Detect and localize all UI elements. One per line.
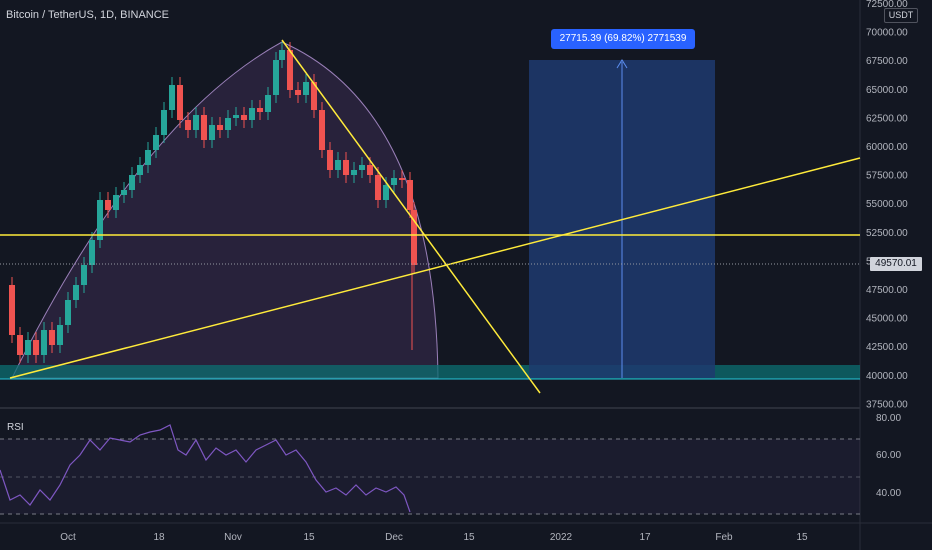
candle-body [193, 115, 199, 130]
candle-body [273, 60, 279, 95]
rsi-axis: 80.00 60.00 40.00 [876, 413, 901, 499]
candle-body [241, 115, 247, 120]
candle-body [287, 50, 293, 90]
candle-body [359, 165, 365, 170]
candle-body [65, 300, 71, 325]
candle-body [185, 120, 191, 130]
rsi-axis-label: 80.00 [876, 413, 901, 424]
candle-body [295, 90, 301, 95]
candle-body [257, 108, 263, 112]
candle-body [217, 125, 223, 130]
time-axis-label: Nov [224, 532, 242, 543]
candle-body [343, 160, 349, 175]
time-axis-label: 15 [303, 532, 315, 543]
candle-body [41, 330, 47, 355]
candle-body [411, 210, 417, 265]
trendline-support[interactable] [9, 157, 861, 379]
candle-body [137, 165, 143, 175]
candle-body [145, 150, 151, 165]
measure-label[interactable]: 27715.39 (69.82%) 2771539 [551, 29, 695, 49]
price-axis-label: 47500.00 [866, 285, 908, 296]
candle-body [129, 175, 135, 190]
candle-body [265, 95, 271, 112]
price-axis-label: 55000.00 [866, 199, 908, 210]
candle-body [391, 178, 397, 185]
price-axis-label: 45000.00 [866, 314, 908, 325]
candle-body [17, 335, 23, 355]
candle-body [177, 85, 183, 120]
candle-body [319, 110, 325, 150]
price-axis-label: 67500.00 [866, 56, 908, 67]
candle-body [121, 190, 127, 195]
price-axis-label: 37500.00 [866, 399, 908, 410]
price-axis-label: 42500.00 [866, 342, 908, 353]
candle-body [113, 195, 119, 210]
candle-body [375, 175, 381, 200]
price-axis-label: 60000.00 [866, 142, 908, 153]
time-axis-label: Dec [385, 532, 403, 543]
candle-body [383, 185, 389, 200]
rsi-line [0, 424, 411, 513]
rsi-axis-label: 60.00 [876, 450, 901, 461]
candle-body [351, 170, 357, 175]
measure-arrow-head [616, 59, 628, 69]
symbol-title: Bitcoin / TetherUS, 1D, BINANCE [6, 9, 170, 21]
candle-body [407, 180, 413, 210]
price-axis-label: 62500.00 [866, 113, 908, 124]
price-axis-label: 70000.00 [866, 28, 908, 39]
trendline-resistance[interactable] [281, 39, 541, 394]
price-axis-label: 72500.00 [866, 0, 908, 10]
time-axis-label: 15 [796, 532, 808, 543]
candle-body [25, 340, 31, 355]
rsi-band [0, 439, 860, 514]
candle-body [9, 285, 15, 335]
candle-body [327, 150, 333, 170]
rsi-axis-label: 40.00 [876, 488, 901, 499]
candle-body [33, 340, 39, 355]
time-axis-label: 15 [463, 532, 475, 543]
last-price-tag: 49570.01 [870, 257, 922, 271]
rsi-title: RSI [7, 422, 24, 433]
candle-body [57, 325, 63, 345]
price-axis[interactable]: 72500.00 70000.00 67500.00 65000.00 62500.00… [866, 0, 908, 410]
currency-button[interactable]: USDT [884, 8, 918, 23]
candle-body [233, 115, 239, 118]
arc-drawing[interactable] [11, 41, 439, 379]
price-axis-label: 65000.00 [866, 85, 908, 96]
support-zone[interactable] [0, 365, 860, 379]
candle-body [279, 50, 285, 60]
candle-body [81, 265, 87, 285]
candle-body [303, 82, 309, 95]
time-axis[interactable]: Oct 18 Nov 15 Dec 15 2022 17 Feb 15 [60, 532, 808, 543]
candle-body [249, 108, 255, 120]
candle-body [209, 125, 215, 140]
time-axis-label: 17 [639, 532, 651, 543]
candle-body [367, 165, 373, 175]
candle-body [153, 135, 159, 150]
candle-body [49, 330, 55, 345]
candle-body [73, 285, 79, 300]
time-axis-label: 18 [153, 532, 165, 543]
candle-body [105, 200, 111, 210]
candle-body [311, 82, 317, 110]
candle-body [335, 160, 341, 170]
time-axis-label: Oct [60, 532, 76, 543]
time-axis-label: Feb [715, 532, 733, 543]
candle-body [89, 240, 95, 265]
candle-body [201, 115, 207, 140]
candle-body [161, 110, 167, 135]
price-axis-label: 40000.00 [866, 371, 908, 382]
candle-body [225, 118, 231, 130]
time-axis-label: 2022 [550, 532, 573, 543]
price-axis-label: 57500.00 [866, 171, 908, 182]
candlestick-series [9, 42, 417, 363]
candle-body [399, 178, 405, 180]
candle-body [169, 85, 175, 110]
candle-body [97, 200, 103, 240]
price-axis-label: 52500.00 [866, 228, 908, 239]
